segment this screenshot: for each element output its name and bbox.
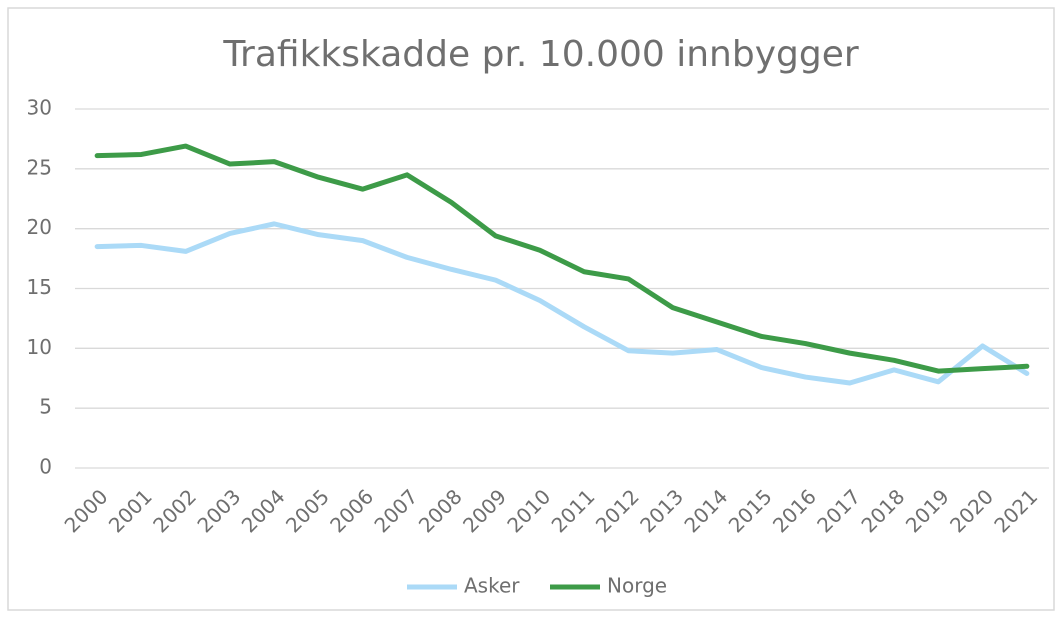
- series-line: [94, 143, 1030, 374]
- y-tick-label: 25: [27, 155, 52, 179]
- legend-label: Asker: [464, 574, 520, 598]
- legend-label: Norge: [607, 574, 667, 598]
- y-tick-label: 10: [27, 335, 52, 359]
- chart-border: [7, 7, 1055, 611]
- chart-title: Trafikkskadde pr. 10.000 innbygger: [222, 34, 859, 75]
- y-tick-label: 20: [27, 215, 52, 239]
- y-tick-label: 0: [39, 455, 52, 479]
- y-tick-label: 30: [27, 96, 52, 120]
- y-tick-label: 15: [27, 275, 52, 299]
- y-tick-label: 5: [39, 395, 52, 419]
- series-line: [94, 221, 1030, 386]
